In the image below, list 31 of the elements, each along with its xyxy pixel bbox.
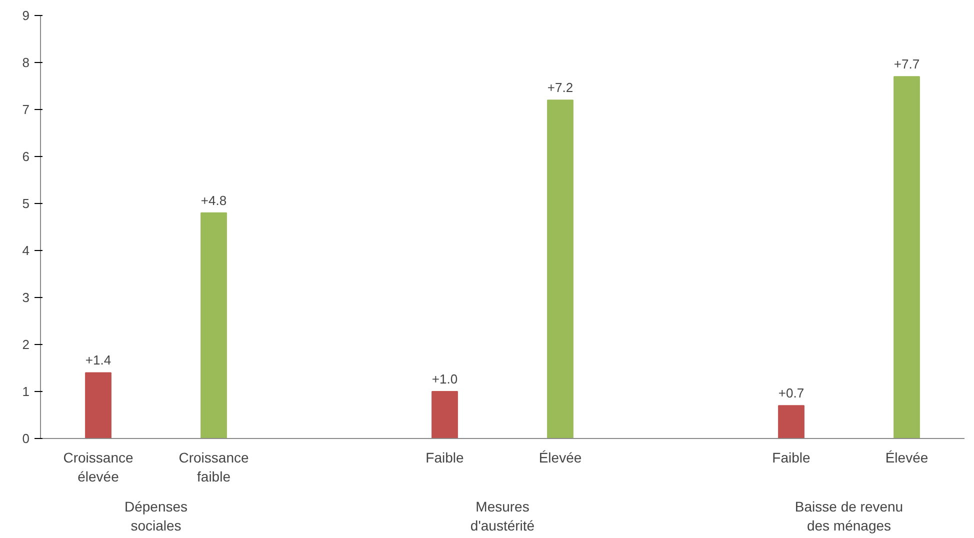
- x-tick-label: Élevée: [538, 450, 582, 466]
- y-tick-label: 2: [22, 337, 30, 352]
- y-tick-label: 0: [22, 431, 30, 446]
- y-tick-label: 6: [22, 149, 30, 164]
- x-tick-label: Élevée: [885, 450, 928, 466]
- x-tick-label: Faible: [426, 450, 464, 466]
- y-tick-label: 1: [22, 384, 30, 399]
- y-tick-label: 9: [22, 8, 30, 23]
- bar: [894, 76, 920, 438]
- x-tick-label: Faible: [772, 450, 811, 466]
- text: Baisse de revenu des ménages: [794, 498, 904, 534]
- data-label: +7.7: [894, 56, 920, 72]
- bar: [547, 100, 574, 438]
- data-label: +7.2: [547, 80, 574, 96]
- text: Dépenses sociales: [124, 498, 188, 534]
- data-label: +4.8: [200, 192, 227, 208]
- data-label: +1.4: [85, 352, 112, 368]
- bar: [200, 212, 227, 438]
- data-label: +1.0: [432, 372, 458, 386]
- text: Mesures d'austérité: [470, 498, 535, 534]
- x-tick-label: Croissance élevée: [63, 450, 134, 485]
- bar: [85, 372, 112, 438]
- x-tick-label: Croissance faible: [178, 450, 249, 485]
- bar: [778, 405, 804, 438]
- bar: [432, 391, 458, 438]
- data-label: +0.7: [778, 386, 804, 401]
- y-tick-label: 7: [22, 102, 30, 117]
- y-tick-label: 4: [22, 243, 30, 258]
- y-tick-label: 3: [22, 290, 30, 305]
- y-tick-label: 8: [22, 55, 30, 70]
- y-tick-label: 5: [22, 196, 30, 211]
